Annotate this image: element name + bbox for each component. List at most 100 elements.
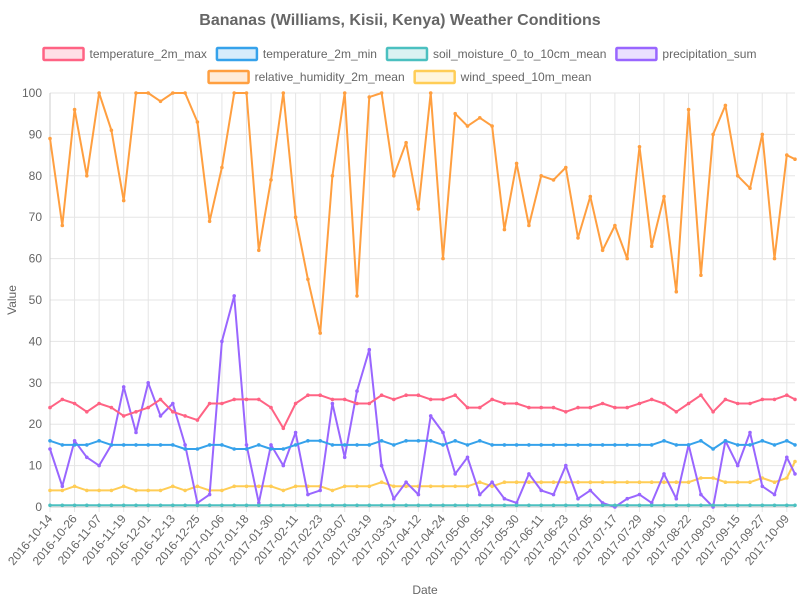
data-point xyxy=(72,439,77,443)
data-point xyxy=(269,447,273,451)
data-point xyxy=(207,219,212,224)
data-point xyxy=(723,397,728,402)
data-point xyxy=(699,393,703,398)
data-point xyxy=(97,439,101,443)
data-point xyxy=(613,443,617,447)
data-point xyxy=(564,480,568,485)
legend-item-wind_speed_10m_mean[interactable]: wind_speed_10m_mean xyxy=(413,69,592,85)
data-point xyxy=(183,447,187,451)
data-point xyxy=(502,443,507,447)
data-point xyxy=(441,397,445,402)
series-line xyxy=(49,439,796,450)
data-point xyxy=(674,496,679,501)
legend-label: wind_speed_10m_mean xyxy=(460,70,592,84)
data-point xyxy=(207,401,212,406)
data-point xyxy=(588,194,593,199)
data-point xyxy=(465,484,470,489)
data-point xyxy=(109,488,114,493)
data-point xyxy=(134,503,138,508)
data-point xyxy=(269,484,273,489)
data-point xyxy=(171,484,175,489)
data-point xyxy=(306,492,310,497)
data-point xyxy=(502,496,507,501)
data-point xyxy=(588,503,593,508)
data-point xyxy=(318,488,323,493)
data-point xyxy=(85,455,89,460)
data-point xyxy=(760,503,765,508)
data-point xyxy=(760,439,765,443)
data-point xyxy=(490,443,494,447)
data-point xyxy=(318,393,323,398)
series-precipitation_sum xyxy=(48,294,797,509)
data-point xyxy=(613,503,617,508)
data-point xyxy=(760,132,765,137)
data-point xyxy=(257,484,261,489)
legend-item-temperature_2m_min[interactable]: temperature_2m_min xyxy=(215,46,377,62)
data-point xyxy=(60,484,65,489)
data-point xyxy=(564,443,568,447)
data-point xyxy=(600,503,605,508)
data-point xyxy=(330,443,335,447)
data-point xyxy=(453,472,458,476)
data-point xyxy=(72,484,77,489)
data-point xyxy=(625,480,629,485)
data-point xyxy=(355,484,359,489)
data-point xyxy=(379,503,384,508)
data-point xyxy=(171,410,175,414)
data-point xyxy=(600,248,605,253)
data-point xyxy=(269,178,273,182)
data-point xyxy=(342,397,347,402)
data-point xyxy=(146,488,150,493)
data-point xyxy=(281,503,286,508)
data-point xyxy=(293,503,298,508)
series-temperature_2m_min xyxy=(48,439,797,451)
legend-item-relative_humidity_2m_mean[interactable]: relative_humidity_2m_mean xyxy=(207,69,405,85)
data-point xyxy=(514,480,519,485)
data-point xyxy=(785,153,789,157)
data-point xyxy=(404,439,408,443)
data-point xyxy=(699,476,703,480)
data-point xyxy=(355,294,359,298)
data-point xyxy=(293,401,298,406)
data-point xyxy=(793,157,797,161)
data-point xyxy=(478,480,482,485)
data-point xyxy=(342,484,347,489)
data-point xyxy=(564,463,568,468)
data-point xyxy=(723,503,728,508)
data-point xyxy=(60,443,65,447)
data-point xyxy=(723,480,728,485)
data-point xyxy=(330,488,335,493)
data-point xyxy=(428,91,433,95)
data-point xyxy=(109,128,114,133)
data-point xyxy=(244,91,249,95)
data-point xyxy=(686,401,691,406)
data-point xyxy=(514,443,519,447)
data-point xyxy=(686,480,691,485)
x-axis: 2016-10-142016-10-262016-11-072016-11-19… xyxy=(5,512,792,568)
legend-item-temperature_2m_max[interactable]: temperature_2m_max xyxy=(42,46,207,62)
data-point xyxy=(478,439,482,443)
data-point xyxy=(244,397,249,402)
data-point xyxy=(674,443,679,447)
data-point xyxy=(637,480,642,485)
data-point xyxy=(416,439,421,443)
data-point xyxy=(441,430,445,435)
data-point xyxy=(207,503,212,508)
data-point xyxy=(379,480,384,485)
data-point xyxy=(220,443,224,447)
data-point xyxy=(551,443,556,447)
data-point xyxy=(306,277,310,282)
data-point xyxy=(735,174,740,178)
data-point xyxy=(318,439,323,443)
data-point xyxy=(367,347,372,352)
legend-item-soil_moisture_0_to_10cm_mean[interactable]: soil_moisture_0_to_10cm_mean xyxy=(385,46,606,62)
data-point xyxy=(502,227,507,232)
legend-item-precipitation_sum[interactable]: precipitation_sum xyxy=(615,46,756,62)
data-point xyxy=(355,401,359,406)
data-point xyxy=(453,439,458,443)
data-point xyxy=(711,410,715,414)
data-point xyxy=(183,488,187,493)
data-point xyxy=(576,503,580,508)
data-point xyxy=(121,443,126,447)
data-point xyxy=(564,410,568,414)
